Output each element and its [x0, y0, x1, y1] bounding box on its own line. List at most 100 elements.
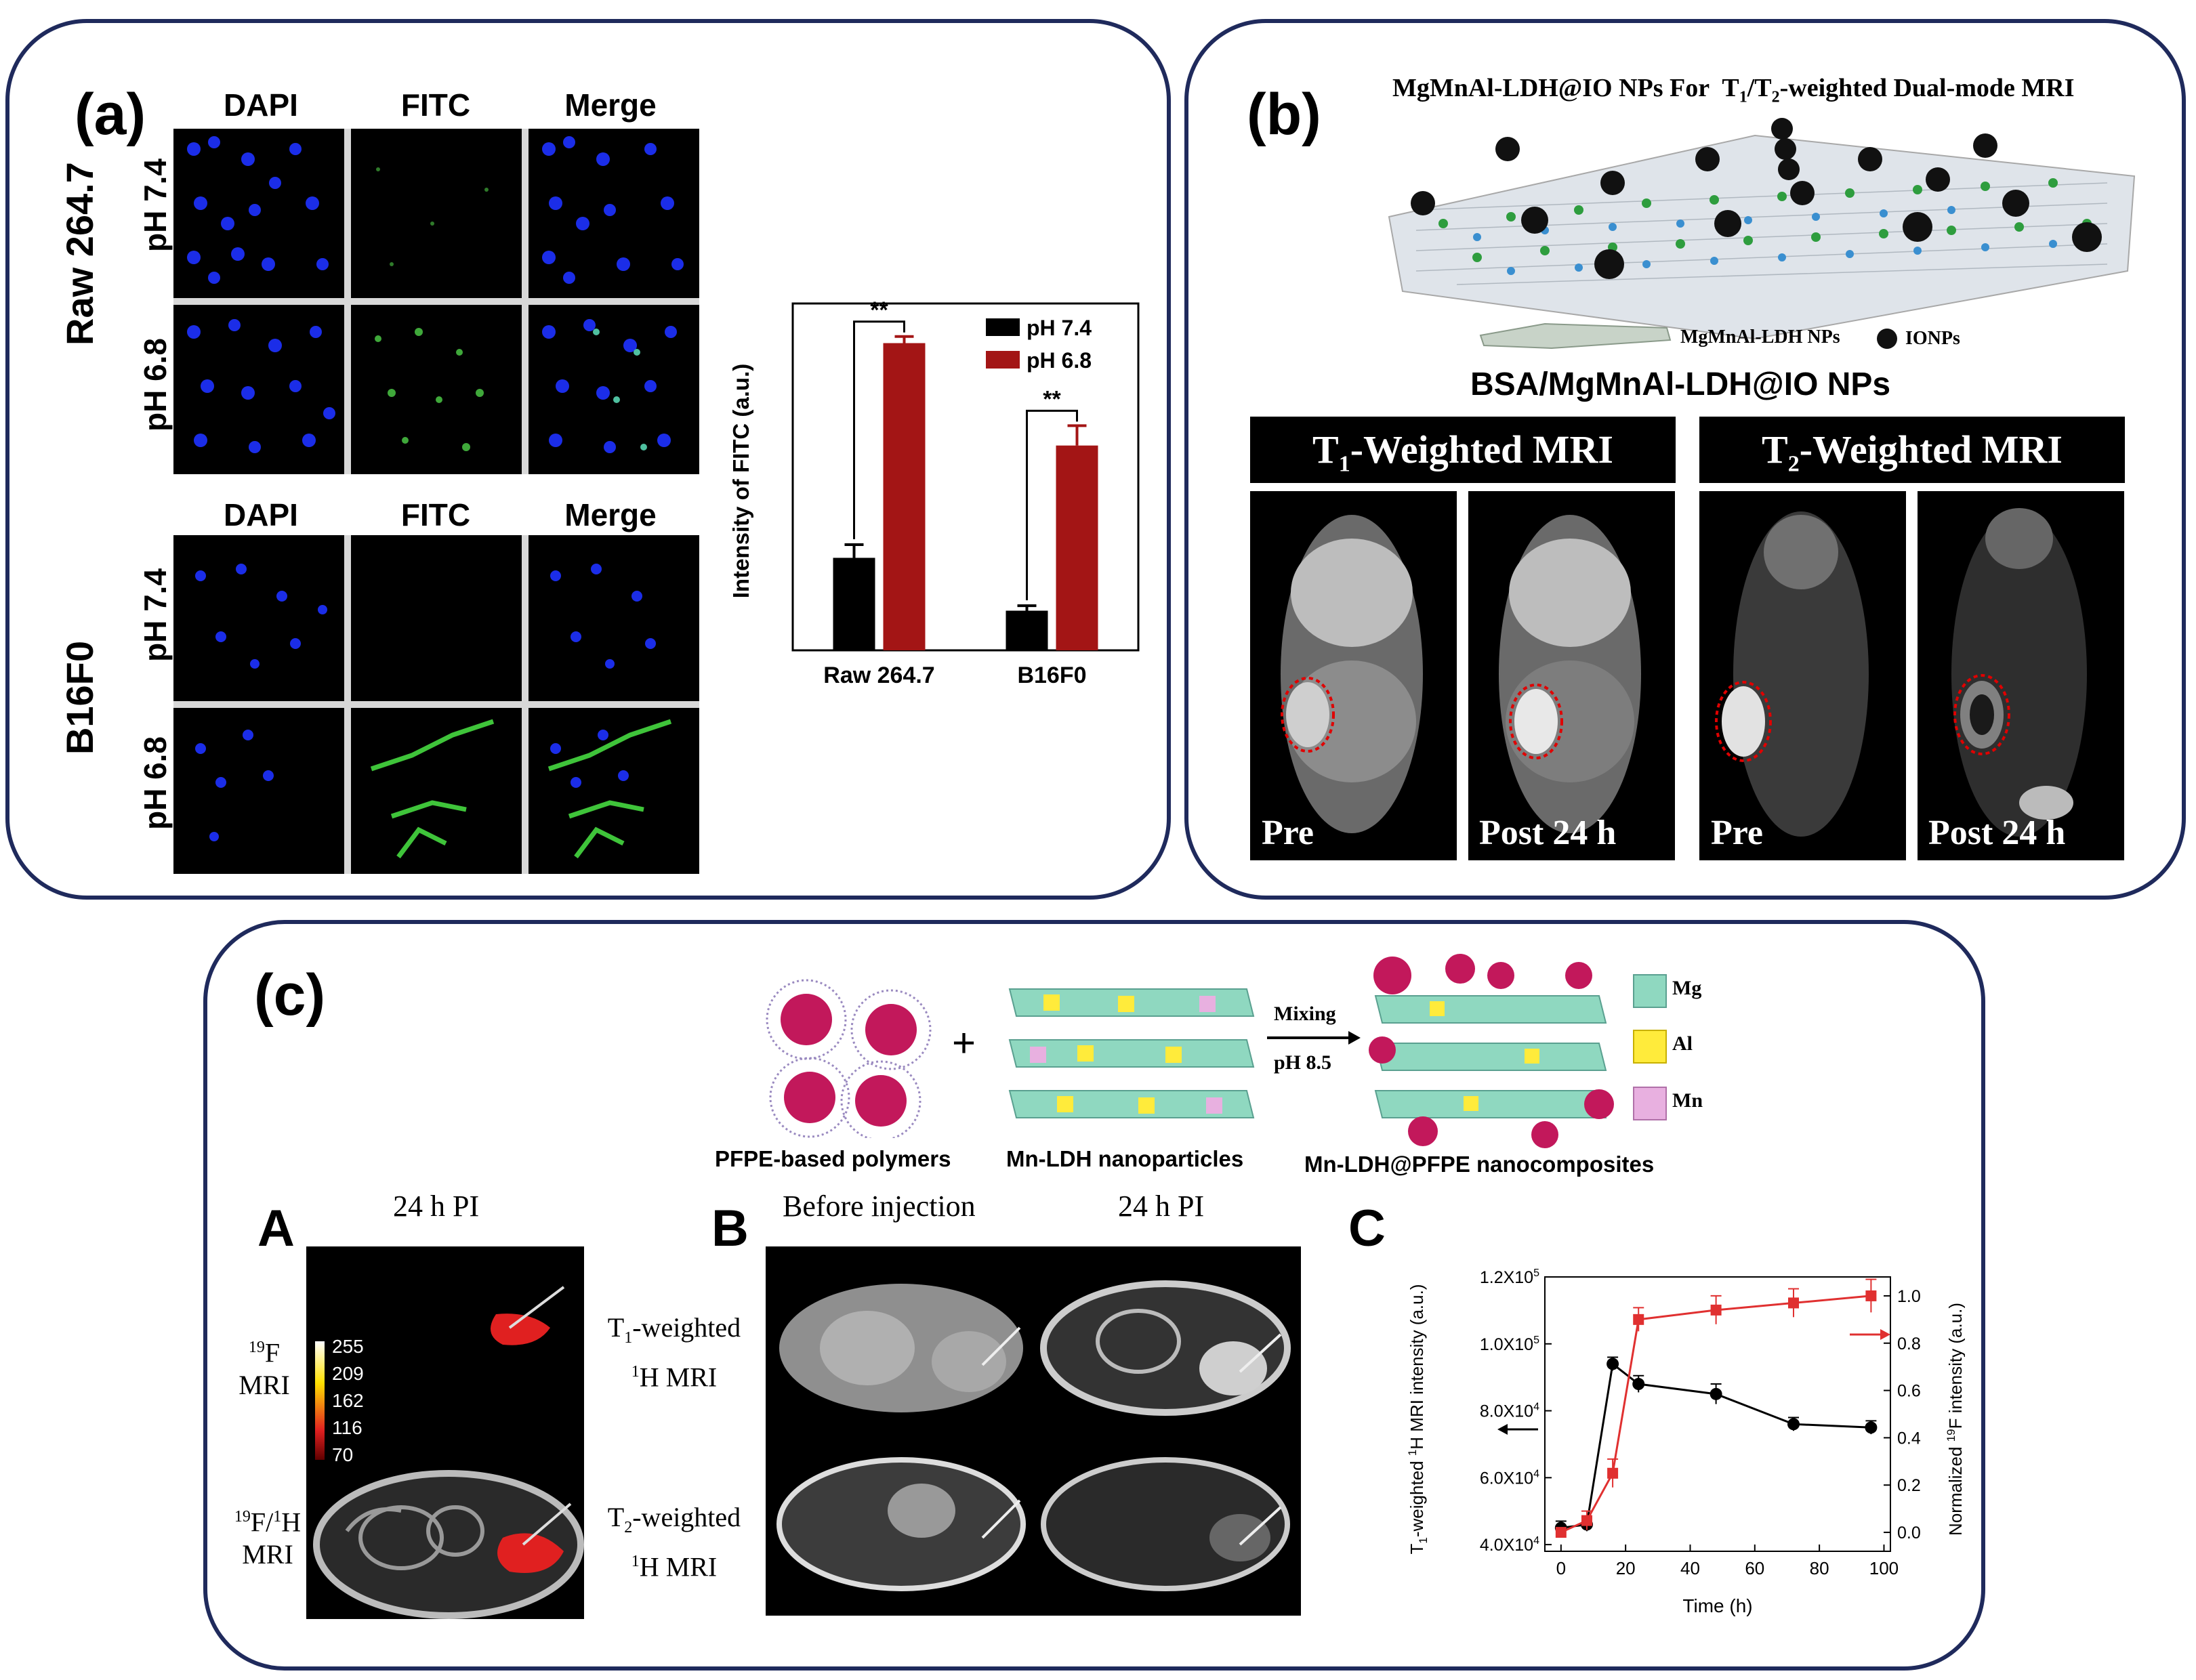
micrograph-raw-ph68-fitc	[351, 305, 522, 474]
sig-bracket-1	[1026, 409, 1078, 601]
micrograph-raw-ph74-merge	[529, 129, 699, 298]
mri-subtitle: BSA/MgMnAl-LDH@IO NPs	[1470, 366, 1891, 402]
arrow-left-indicator	[1497, 1424, 1538, 1435]
ytick-left-label-1: 6.0X104	[1480, 1468, 1539, 1488]
fitc-bar-chart: Intensity of FITC (a.u.) ** Raw 264.7 ** B1…	[728, 298, 1140, 688]
xtick-label-5: 100	[1869, 1558, 1899, 1578]
legend-label-ph74: pH 7.4	[1027, 316, 1092, 340]
col-header-merge-2: Merge	[564, 497, 657, 532]
mri-intensity-line-chart: T1-weighted 1H MRI intensity (a.u.) Norm…	[1406, 1267, 1965, 1616]
mri-t2-pre	[1699, 491, 1906, 860]
bar-chart-ylabel: Intensity of FITC (a.u.)	[728, 364, 753, 598]
micrograph-raw-ph74-fitc	[351, 129, 522, 298]
bar-category-1: B16F0	[1017, 663, 1086, 688]
t1-after	[1040, 1280, 1291, 1416]
panel-b-label: (b)	[1247, 82, 1321, 147]
xtick-label-0: 0	[1556, 1558, 1566, 1578]
xtick-label-4: 80	[1810, 1558, 1829, 1578]
line-chart-xlabel: Time (h)	[1682, 1595, 1752, 1616]
t2-header: T2-Weighted MRI	[1699, 417, 2125, 483]
ytick-left-label-3: 1.0X105	[1480, 1335, 1539, 1354]
legend-swatch-ph74	[986, 318, 1020, 336]
ldh-sheet-illustration	[1388, 134, 2136, 340]
ldh-io-scheme	[1388, 118, 2136, 340]
t2-before	[776, 1457, 1026, 1591]
f19-signal-top	[491, 1314, 550, 1345]
io-np-legend-dot	[1877, 329, 1897, 349]
xtick-label-1: 20	[1616, 1558, 1636, 1578]
legend-swatch-ph68	[986, 351, 1020, 369]
xtick-label-2: 40	[1680, 1558, 1700, 1578]
line-chart-frame	[1544, 1276, 1891, 1552]
series-point-1-3	[1633, 1314, 1644, 1325]
caption-t2-post: Post 24 h	[1928, 814, 2066, 852]
bar-chart-frame	[791, 302, 1140, 652]
col-header-fitc: FITC	[400, 87, 471, 123]
scheme-arrow	[1267, 1031, 1361, 1045]
mn-ldh-pfpe-illustration	[1369, 954, 1614, 1148]
ytick-right-label-4: 0.8	[1897, 1335, 1921, 1353]
micrograph-b16-ph68-fitc	[351, 708, 522, 874]
t1-before	[779, 1284, 1023, 1412]
micrograph-raw-ph68-dapi	[173, 305, 344, 474]
sig-label-0: **	[870, 298, 888, 323]
micrograph-b16-ph74-fitc	[351, 535, 522, 701]
subpanel-b-col1: Before injection	[783, 1190, 976, 1223]
ytick-right-label-2: 0.4	[1897, 1429, 1921, 1448]
t1-header: T1-Weighted MRI	[1250, 417, 1676, 483]
ytick-right-label-3: 0.6	[1897, 1382, 1921, 1401]
series-point-1-1	[1581, 1515, 1592, 1526]
subpanel-b-letter: B	[711, 1200, 749, 1257]
colorbar-labels: 255 209 162 116 70	[332, 1333, 364, 1469]
micrograph-b16-ph74-dapi	[173, 535, 344, 701]
row-label-ph74: pH 7.4	[138, 158, 173, 253]
row-label-ph74-2: pH 7.4	[138, 568, 173, 663]
label-mn-ldh-pfpe: Mn-LDH@PFPE nanocomposites	[1304, 1152, 1655, 1177]
series-point-1-6	[1865, 1290, 1877, 1301]
series-point-0-2	[1607, 1358, 1619, 1370]
series-point-0-3	[1632, 1378, 1645, 1391]
legend-ldh-label: MgMnAl-LDH NPs	[1680, 327, 1840, 348]
ytick-right-label-0: 0.0	[1897, 1524, 1921, 1542]
series-point-1-4	[1710, 1304, 1722, 1316]
scheme-legend-mg: Mg	[1672, 977, 1702, 999]
colorbar	[315, 1341, 325, 1460]
cell-line-label-b16f0: B16F0	[58, 640, 101, 755]
colorbar-70: 70	[332, 1444, 354, 1465]
row-label-ph68: pH 6.8	[138, 337, 173, 432]
col-header-fitc-2: FITC	[400, 497, 471, 532]
scheme-legend-mg-swatch	[1633, 974, 1667, 1008]
ytick-right-label-1: 0.2	[1897, 1476, 1921, 1495]
colorbar-162: 162	[332, 1390, 364, 1411]
h1-mri-grid	[766, 1246, 1301, 1616]
f19-signal-overlay	[497, 1533, 564, 1573]
caption-t1-post: Post 24 h	[1479, 814, 1617, 852]
colorbar-116: 116	[332, 1417, 362, 1438]
xtick-label-3: 60	[1745, 1558, 1764, 1578]
col-header-dapi-2: DAPI	[224, 497, 298, 532]
subpanel-a-row2: 19F/1H MRI	[234, 1507, 302, 1570]
t2-after	[1041, 1457, 1290, 1591]
ytick-left-label-4: 1.2X105	[1480, 1267, 1539, 1287]
subpanel-b-col2: 24 h PI	[1118, 1190, 1205, 1223]
ytick-left-label-2: 8.0X104	[1480, 1402, 1539, 1421]
panel-a-label: (a)	[75, 82, 146, 147]
scheme-legend-mn: Mn	[1672, 1089, 1703, 1112]
series-line-1	[1560, 1295, 1871, 1534]
arrow-right-indicator	[1850, 1329, 1890, 1340]
subpanel-b-row1: T1-weighted 1H MRI	[607, 1312, 741, 1393]
scheme-mixing: Mixing	[1274, 1003, 1336, 1025]
bar-1-1	[1056, 445, 1098, 650]
bar-category-0: Raw 264.7	[823, 663, 934, 688]
series-point-1-0	[1555, 1527, 1567, 1538]
series-point-0-5	[1787, 1418, 1800, 1431]
mn-ldh-illustration	[1008, 988, 1255, 1118]
ytick-left-label-0: 4.0X104	[1480, 1535, 1539, 1555]
ldh-legend-sheet	[1479, 322, 1672, 350]
micrograph-grid-b16f0	[173, 535, 699, 874]
caption-t2-pre: Pre	[1711, 814, 1763, 852]
scheme-legend-al: Al	[1672, 1032, 1693, 1055]
subpanel-a-row1: 19F MRI	[239, 1337, 290, 1401]
micrograph-raw-ph74-dapi	[173, 129, 344, 298]
micrograph-raw-ph68-merge	[529, 305, 699, 474]
